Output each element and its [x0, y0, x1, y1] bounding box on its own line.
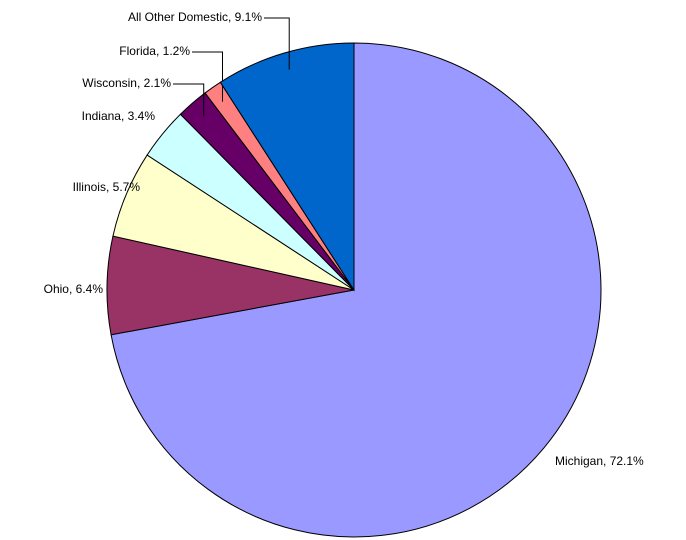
leader-line: [173, 83, 205, 117]
data-label: Indiana, 3.4%: [82, 109, 156, 123]
data-label: Florida, 1.2%: [119, 44, 190, 58]
leader-line: [264, 17, 290, 70]
data-label: Michigan, 72.1%: [555, 454, 644, 468]
pie-slice: [110, 42, 602, 538]
data-label: Ohio, 6.4%: [44, 282, 104, 296]
data-label: Wisconsin, 2.1%: [82, 76, 171, 90]
data-label: Illinois, 5.7%: [73, 180, 141, 194]
data-label: All Other Domestic, 9.1%: [128, 10, 262, 24]
pie-slice: [219, 42, 355, 292]
